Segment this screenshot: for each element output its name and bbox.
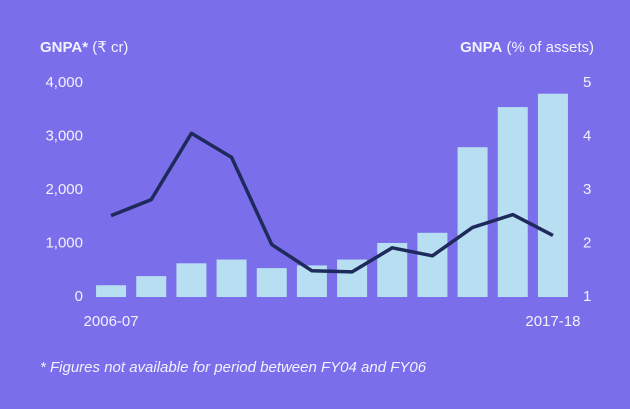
x-tick-label: 2006-07 <box>84 313 139 330</box>
y-tick-label: 2,000 <box>45 181 83 198</box>
y2-tick-label: 5 <box>583 74 591 91</box>
y2-axis-title-unit: (% of assets) <box>506 39 594 56</box>
bar <box>136 276 167 297</box>
y2-axis-title-bold: GNPA <box>460 39 502 56</box>
bar <box>497 107 528 297</box>
y-tick-label: 1,000 <box>45 234 83 251</box>
x-tick-label: 2017-18 <box>525 313 580 330</box>
y-tick-label: 3,000 <box>45 127 83 144</box>
y-axis-title-bold: GNPA* <box>40 39 88 56</box>
y2-tick-label: 2 <box>583 234 591 251</box>
bar <box>96 285 127 297</box>
bar <box>537 93 568 297</box>
bar <box>457 147 488 297</box>
y-axis-title: GNPA* (₹ cr) <box>40 39 128 56</box>
bar <box>256 268 287 297</box>
y-tick-label: 4,000 <box>45 74 83 91</box>
y-axis-title-unit: (₹ cr) <box>92 39 128 56</box>
y2-tick-label: 4 <box>583 127 591 144</box>
bar <box>216 259 247 297</box>
footnote: * Figures not available for period betwe… <box>40 359 427 376</box>
bar <box>417 232 448 297</box>
y2-tick-label: 3 <box>583 181 591 198</box>
y2-axis-title: GNPA (% of assets) <box>460 39 594 56</box>
line <box>110 131 554 274</box>
bar <box>176 263 207 297</box>
y2-tick-label: 1 <box>583 288 591 305</box>
y-tick-label: 0 <box>75 288 83 305</box>
